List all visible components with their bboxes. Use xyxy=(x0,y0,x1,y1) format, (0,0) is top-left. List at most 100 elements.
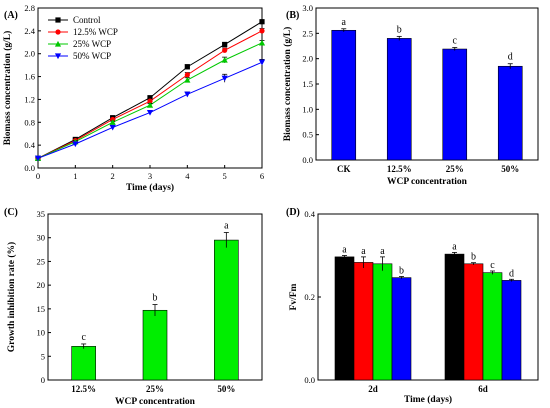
panel-b-bar xyxy=(331,29,357,161)
panel-d-bar xyxy=(372,263,393,381)
panel-c-significance-letter: c xyxy=(81,332,86,343)
panel-c-bar xyxy=(71,346,96,381)
panel-d-bar xyxy=(463,263,484,381)
panel-a-data-point xyxy=(258,39,266,46)
panel-c-bar xyxy=(142,309,168,381)
panel-d-ytick-label: 0.2 xyxy=(304,292,315,302)
panel-c-bar xyxy=(214,239,239,381)
panel-a-ytick-label: 0.8 xyxy=(24,117,35,127)
panel-b-ytick-label: 2.5 xyxy=(302,28,313,38)
panel-c-significance-letter: a xyxy=(224,220,229,231)
panel-a-ytick-label: 0.0 xyxy=(24,163,35,173)
panel-a-ytick-label: 0.4 xyxy=(24,140,35,150)
panel-c-ytick-label: 25 xyxy=(37,256,46,266)
panel-d-significance-letter: a xyxy=(361,246,366,257)
panel-a-legend-marker xyxy=(55,17,61,23)
panel-b-xlabel: WCP concentration xyxy=(387,177,468,187)
panel-b-bar xyxy=(442,48,468,161)
panel-a-data-point xyxy=(146,102,154,108)
panel-c-xlabel: WCP concentration xyxy=(115,397,196,407)
panel-b-ytick-label: 1.0 xyxy=(302,104,313,114)
panel-a-legend-entry: Control xyxy=(73,15,101,25)
panel-a-data-point xyxy=(184,76,191,83)
panel-a-legend-entry: 25% WCP xyxy=(73,39,111,49)
panel-b-bar xyxy=(497,65,523,161)
panel-d-bar xyxy=(482,272,503,381)
panel-a-label: (A) xyxy=(4,10,18,21)
panel-c-category-label: 12.5% xyxy=(71,384,96,394)
panel-c-category-label: 25% xyxy=(146,384,164,394)
panel-a-data-point xyxy=(184,64,190,70)
panel-a-data-point xyxy=(258,59,266,66)
panel-a-data-point xyxy=(146,109,154,116)
panel-c-ytick-label: 20 xyxy=(37,280,46,290)
panel-d-significance-letter: b xyxy=(471,252,476,263)
panel-a-data-point xyxy=(221,56,228,63)
panel-d-significance-letter: d xyxy=(509,268,514,279)
panel-c-ytick-label: 5 xyxy=(41,351,45,361)
panel-a-xtick-label: 2 xyxy=(111,171,115,181)
panel-a-legend-entry: 50% WCP xyxy=(73,51,111,61)
panel-b-significance-letter: d xyxy=(508,52,513,63)
panel-a-data-point xyxy=(184,72,190,78)
panel-a-legend-marker xyxy=(54,53,62,60)
panel-c-significance-letter: b xyxy=(153,293,158,304)
panel-a-data-point xyxy=(259,28,265,34)
panel-a-data-point xyxy=(147,95,153,101)
panel-a-data-point xyxy=(34,155,42,162)
panel-d-category-label: 2d xyxy=(368,384,378,394)
panel-a-ytick-label: 2.8 xyxy=(24,3,35,13)
panel-b-significance-letter: c xyxy=(453,36,458,47)
panel-b-ytick-label: 0.5 xyxy=(302,130,313,140)
panel-a-data-point xyxy=(72,141,79,148)
panel-a-data-point xyxy=(147,98,153,104)
panel-c-ytick-label: 0 xyxy=(41,375,45,385)
panel-a-data-point xyxy=(109,124,116,131)
panel-a-xtick-label: 1 xyxy=(73,171,77,181)
panel-d-ylabel: Fv/Fm xyxy=(289,283,299,310)
panel-c-category-label: 50% xyxy=(217,384,235,394)
panel-a-xlabel: Time (days) xyxy=(126,182,174,193)
panel-b-ytick-label: 3.0 xyxy=(302,3,313,13)
panel-b-significance-letter: a xyxy=(342,17,347,28)
panel-b-significance-letter: b xyxy=(397,24,402,35)
panel-d-bar xyxy=(353,262,374,381)
panel-d-bar xyxy=(391,277,412,381)
panel-a-ytick-label: 2.0 xyxy=(24,49,35,59)
panel-d-bar xyxy=(444,253,465,381)
panel-a-legend-marker xyxy=(54,40,62,47)
panel-b-ylabel: Biomass concentration (g/L) xyxy=(282,27,293,142)
panel-d-bar xyxy=(501,280,522,381)
panel-a-data-point xyxy=(221,75,228,82)
panel-a-ytick-label: 1.6 xyxy=(24,72,35,82)
panel-c-ytick-label: 30 xyxy=(37,233,46,243)
panel-a-series-line xyxy=(37,30,263,159)
panel-a-frame xyxy=(37,7,263,169)
panel-a-legend-marker xyxy=(55,29,61,35)
panel-a-xtick-label: 3 xyxy=(148,171,152,181)
panel-b-category-label: 25% xyxy=(446,164,464,174)
panel-c-ylabel: Growth inhibition rate (%) xyxy=(6,242,17,352)
panel-d-significance-letter: a xyxy=(342,245,347,256)
panel-b-ytick-label: 2.0 xyxy=(302,54,313,64)
panel-c-ytick-label: 15 xyxy=(37,304,46,314)
panel-b-bar xyxy=(386,38,412,161)
panel-a-xtick-label: 4 xyxy=(185,171,190,181)
panel-d-ytick-label: 0.4 xyxy=(304,209,315,219)
panel-a-ytick-label: 1.2 xyxy=(24,94,35,104)
panel-a-data-point xyxy=(259,19,265,25)
panel-c-ytick-label: 10 xyxy=(37,328,46,338)
panel-b-category-label: 12.5% xyxy=(387,164,412,174)
panel-a-xtick-label: 5 xyxy=(223,171,227,181)
panel-a-data-point xyxy=(109,119,116,125)
panel-d-bar xyxy=(334,256,355,381)
panel-b-category-label: 50% xyxy=(501,164,519,174)
panel-d-significance-letter: c xyxy=(490,260,495,271)
panel-a-data-point xyxy=(222,47,228,53)
panel-d-category-label: 6d xyxy=(478,384,488,394)
panel-c-ytick-label: 35 xyxy=(37,209,46,219)
panel-d-significance-letter: a xyxy=(380,246,385,257)
panel-a-data-point xyxy=(222,41,228,48)
panel-a-series-line xyxy=(37,21,263,159)
